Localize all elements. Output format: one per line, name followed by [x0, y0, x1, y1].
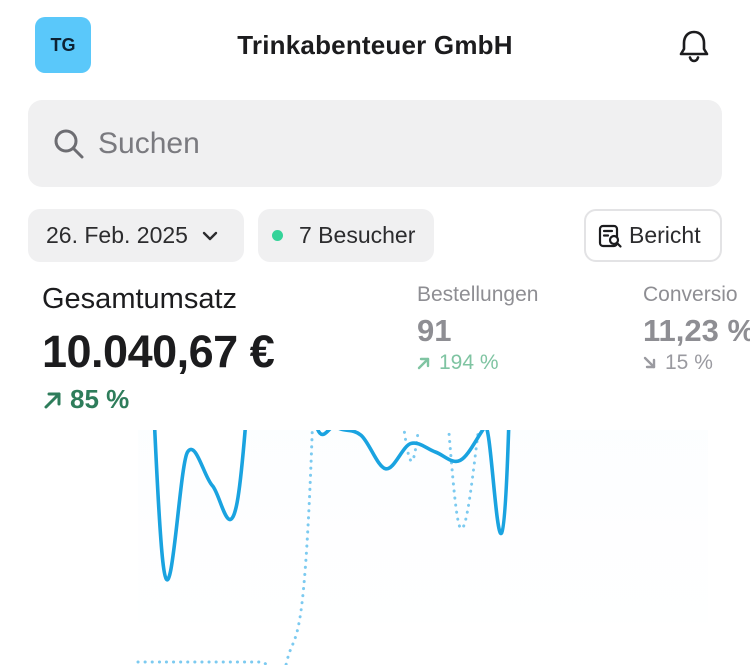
- bell-icon[interactable]: [674, 26, 714, 66]
- current-period-line: [152, 430, 511, 582]
- arrow-up-right-icon: [44, 392, 61, 408]
- sales-line-chart[interactable]: 2000 €1000 €: [0, 430, 750, 665]
- visitors-label: 7 Besucher: [299, 222, 416, 248]
- kpi-total-sales-label[interactable]: Gesamtumsatz: [42, 283, 237, 315]
- arrow-down-right-icon: [643, 356, 656, 369]
- chevron-down-icon: [202, 231, 218, 240]
- live-status-dot: [272, 230, 283, 241]
- kpi-conversion-label: Conversio: [643, 283, 738, 306]
- date-picker-button[interactable]: 26. Feb. 2025: [28, 209, 244, 262]
- app-header: TG Trinkabenteuer GmbH: [0, 0, 750, 92]
- report-button[interactable]: Bericht: [584, 209, 722, 262]
- current-period-area: [138, 430, 708, 665]
- kpi-orders-delta-value: 194 %: [439, 351, 499, 374]
- search-bar[interactable]: [28, 100, 722, 187]
- kpi-conversion-delta: 15 %: [643, 351, 750, 375]
- kpi-conversion-value: 11,23 %: [643, 313, 750, 348]
- date-label: 26. Feb. 2025: [46, 222, 188, 248]
- kpi-total-sales-value: 10.040,67 €: [42, 326, 275, 377]
- arrow-up-right-icon: [417, 357, 430, 370]
- kpi-orders-label: Bestellungen: [417, 283, 539, 306]
- kpi-total-sales-delta: 85 %: [42, 384, 129, 415]
- live-visitors-button[interactable]: 7 Besucher: [258, 209, 434, 262]
- kpi-orders[interactable]: Bestellungen 91 194 %: [417, 283, 538, 375]
- kpi-orders-delta: 194 %: [417, 351, 538, 375]
- search-input[interactable]: [96, 125, 680, 162]
- kpi-orders-value: 91: [417, 313, 452, 348]
- kpi-conversion[interactable]: Conversio 11,23 % 15 %: [643, 283, 750, 375]
- kpi-total-sales-delta-value: 85 %: [70, 384, 130, 414]
- report-search-icon: [598, 224, 622, 248]
- page-title: Trinkabenteuer GmbH: [237, 30, 513, 60]
- kpi-conversion-delta-value: 15 %: [665, 351, 713, 374]
- search-icon: [54, 129, 84, 158]
- company-avatar[interactable]: TG: [35, 17, 91, 73]
- report-label: Bericht: [629, 222, 701, 248]
